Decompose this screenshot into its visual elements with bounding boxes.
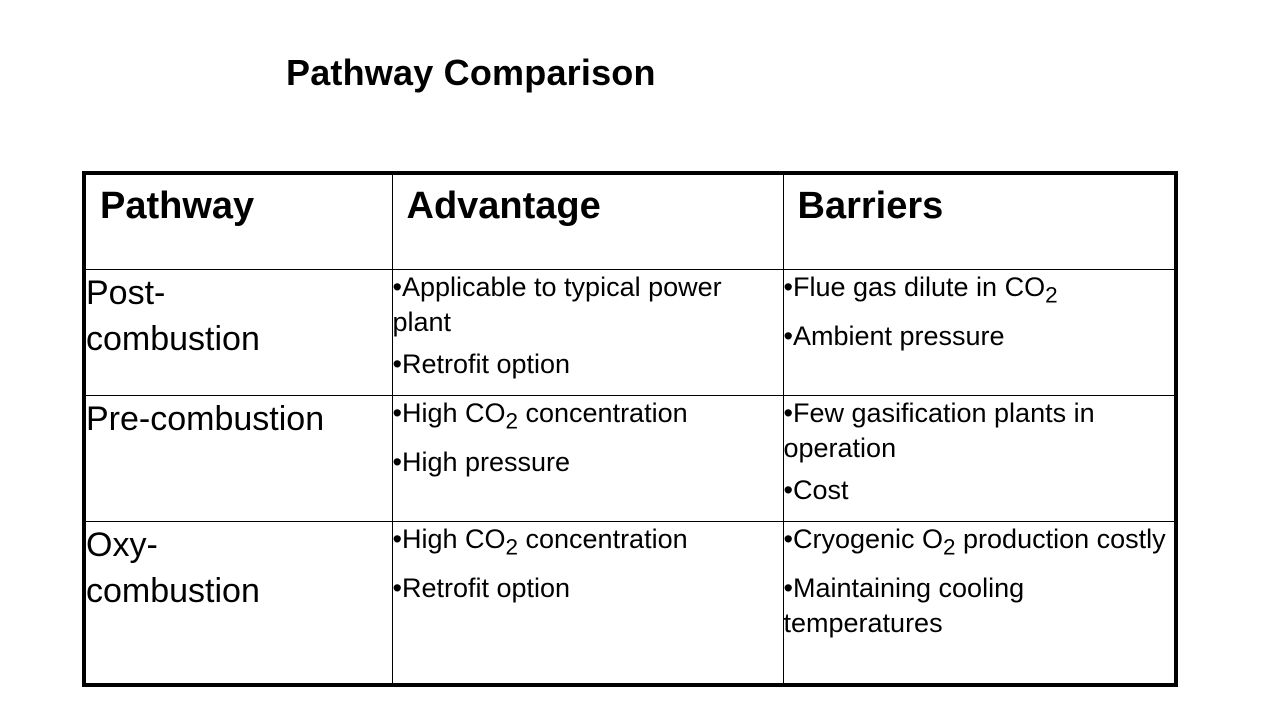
advantage-item: •High CO2 concentration (392, 523, 688, 559)
pathway-cell: Oxy- combustion (83, 520, 393, 686)
table-header-row: Pathway Advantage Barriers (83, 172, 1177, 270)
table-row: Pre-combustion •High CO2 concentration •… (83, 394, 1177, 522)
advantage-item: •Applicable to typical power plant (392, 271, 722, 337)
slide-title: Pathway Comparison (286, 52, 656, 93)
header-barriers: Barriers (782, 172, 1177, 270)
advantage-item: •Retrofit option (392, 572, 571, 603)
pathway-cell: Pre-combustion (83, 394, 393, 522)
pathway-line: combustion (86, 319, 260, 358)
barrier-cell: •Few gasification plants in operation •C… (782, 394, 1177, 522)
pathway-line: Oxy- (86, 525, 158, 564)
barrier-item: •Flue gas dilute in CO2 (783, 271, 1058, 307)
advantage-item: •High pressure (392, 446, 571, 477)
advantage-item: •High CO2 concentration (392, 397, 688, 433)
barrier-cell: •Cryogenic O2 production costly •Maintai… (782, 520, 1177, 686)
barrier-cell: •Flue gas dilute in CO2 •Ambient pressur… (782, 268, 1177, 396)
pathway-comparison-table: Pathway Advantage Barriers Post- combust… (82, 171, 1178, 687)
advantage-cell: •Applicable to typical power plant •Retr… (391, 268, 784, 396)
barrier-item: •Few gasification plants in operation (783, 397, 1095, 463)
advantage-cell: •High CO2 concentration •Retrofit option (391, 520, 784, 686)
barrier-item: •Cryogenic O2 production costly (783, 523, 1166, 559)
header-pathway: Pathway (83, 172, 393, 270)
barrier-item: •Ambient pressure (783, 320, 1005, 351)
pathway-line: combustion (86, 571, 260, 610)
pathway-line: Post- (86, 273, 166, 312)
pathway-cell: Post- combustion (83, 268, 393, 396)
advantage-item: •Retrofit option (392, 348, 571, 379)
header-advantage: Advantage (391, 172, 784, 270)
barrier-item: •Cost (783, 474, 849, 505)
barrier-item: •Maintaining cooling temperatures (783, 572, 1025, 638)
table-row: Post- combustion •Applicable to typical … (83, 268, 1177, 396)
advantage-cell: •High CO2 concentration •High pressure (391, 394, 784, 522)
table-row: Oxy- combustion •High CO2 concentration … (83, 520, 1177, 686)
